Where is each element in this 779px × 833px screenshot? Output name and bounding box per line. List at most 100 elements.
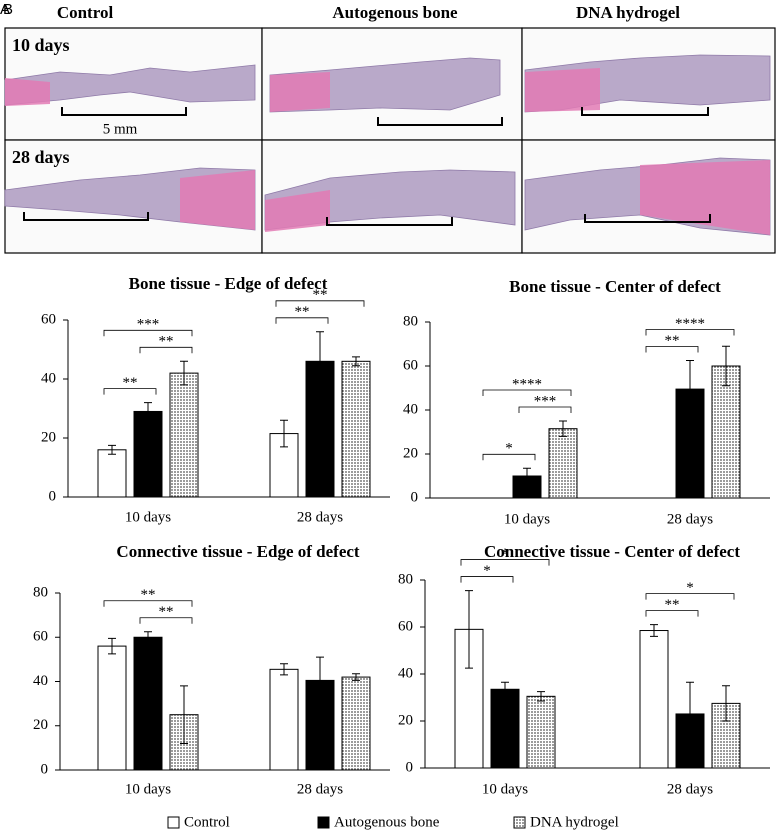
bar (639, 630, 669, 769)
bar (548, 428, 578, 499)
bar (341, 676, 371, 771)
bone-tissue (640, 160, 770, 235)
chart-title: Connective tissue - Edge of defect (116, 542, 359, 561)
x-tick-label: 10 days (482, 781, 528, 797)
bone-tissue (5, 78, 50, 106)
x-tick-label: 10 days (125, 781, 171, 797)
y-tick-label: 20 (398, 712, 413, 728)
bar (133, 636, 163, 771)
bar (711, 365, 741, 499)
significance-label: * (686, 580, 694, 596)
significance-bracket (645, 329, 735, 336)
significance-label: ** (141, 587, 156, 603)
y-tick-label: 60 (41, 311, 56, 327)
significance-label: **** (512, 376, 542, 392)
chart-title: Bone tissue - Center of defect (509, 277, 721, 296)
bar (97, 449, 127, 498)
histology-panel: Control Autogenous bone DNA hydrogel 10 day… (4, 3, 776, 254)
error-bar (352, 673, 360, 681)
tissue (4, 64, 256, 106)
significance-label: ** (159, 604, 174, 620)
error-bar (316, 656, 324, 705)
bar (526, 695, 556, 769)
y-tick-label: 60 (403, 357, 418, 373)
scale-bar (61, 107, 187, 116)
significance-bracket (645, 610, 699, 617)
y-tick-label: 20 (33, 717, 48, 733)
panel-label: B (3, 1, 13, 18)
bar (133, 410, 163, 498)
scale-bar (584, 214, 711, 223)
error-bar (108, 637, 116, 655)
error-bar (686, 360, 694, 419)
error-bar (352, 356, 360, 367)
significance-label: ** (665, 333, 680, 349)
y-tick-label: 80 (398, 571, 413, 587)
y-tick-label: 40 (33, 673, 48, 689)
x-tick-label: 28 days (667, 511, 713, 527)
error-bar (686, 681, 694, 747)
bar (97, 645, 127, 771)
x-tick-label: 28 days (297, 509, 343, 525)
column-label: DNA hydrogel (576, 3, 680, 22)
error-bar (722, 345, 730, 387)
scale-bar (377, 117, 503, 126)
scale-label: 5 mm (103, 121, 138, 137)
error-bar (180, 685, 188, 744)
y-tick-label: 20 (403, 445, 418, 461)
y-tick-label: 60 (398, 618, 413, 634)
significance-label: *** (137, 317, 160, 333)
significance-bracket (103, 388, 157, 395)
legend-swatch (167, 816, 180, 829)
bone-tissue (265, 190, 330, 232)
y-tick-label: 0 (41, 761, 49, 777)
y-tick-label: 40 (41, 370, 56, 386)
panel-label: A (0, 1, 10, 18)
significance-bracket (518, 406, 572, 413)
y-tick-label: 20 (41, 429, 56, 445)
chart: Connective tissue - Edge of defect 0 20 40 6… (33, 542, 390, 797)
x-tick-label: 28 days (297, 781, 343, 797)
legend-label: Control (184, 814, 230, 830)
significance-bracket (139, 346, 193, 354)
significance-label: ** (123, 375, 138, 391)
y-tick-label: 0 (49, 488, 57, 504)
bar (169, 372, 199, 498)
error-bar (144, 631, 152, 644)
y-tick-label: 80 (33, 584, 48, 600)
row-label: 28 days (12, 147, 70, 167)
significance-label: ** (159, 334, 174, 350)
scale-bar (23, 212, 149, 221)
y-tick-label: 40 (398, 665, 413, 681)
error-bar (180, 360, 188, 386)
chart: Bone tissue - Center of defect 0 20 40 60 80 1… (403, 277, 770, 527)
error-bar (280, 663, 288, 676)
significance-bracket (460, 559, 550, 566)
chart-title: Connective tissue - Center of defect (484, 542, 740, 561)
significance-label: * (501, 546, 509, 562)
chart: Connective tissue - Center of defect 0 20 4… (398, 542, 770, 797)
error-bar (537, 691, 545, 702)
chart-title: Bone tissue - Edge of defect (129, 274, 328, 293)
significance-bracket (482, 453, 536, 461)
significance-label: * (483, 563, 491, 579)
significance-label: ** (295, 304, 310, 320)
error-bar (501, 681, 509, 697)
bar (490, 688, 520, 769)
significance-label: ** (665, 597, 680, 613)
y-tick-label: 80 (403, 313, 418, 329)
column-label: Control (57, 3, 114, 22)
error-bar (523, 467, 531, 485)
significance-bracket (275, 300, 365, 307)
bar (269, 668, 299, 771)
x-tick-label: 28 days (667, 781, 713, 797)
significance-bracket (482, 389, 572, 396)
significance-bracket (645, 593, 735, 600)
significance-bracket (275, 317, 329, 324)
legend-label: Autogenous bone (334, 814, 440, 830)
error-bar (559, 420, 567, 437)
x-tick-label: 10 days (504, 511, 550, 527)
error-bar (144, 402, 152, 421)
y-tick-label: 60 (33, 629, 48, 645)
